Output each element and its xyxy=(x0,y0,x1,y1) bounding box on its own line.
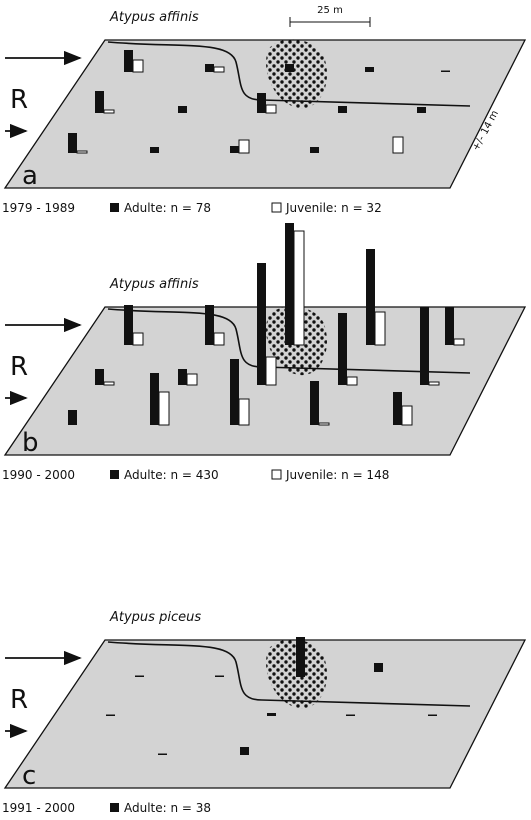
adult-bar xyxy=(106,714,115,716)
adult-bar xyxy=(366,249,375,345)
adult-bar xyxy=(215,675,224,677)
adult-bar xyxy=(95,369,104,385)
panel: Rb Atypus affinis 1990 - 2000 Adulte: n = 4… xyxy=(2,223,527,482)
adult-bar xyxy=(205,305,214,345)
adult-bar xyxy=(150,147,159,153)
burrow-cluster xyxy=(266,39,328,109)
juvenile-bar xyxy=(401,405,413,426)
adult-bar xyxy=(285,223,294,345)
adult-bar xyxy=(420,307,429,385)
side-label: R xyxy=(10,352,28,382)
adult-bar xyxy=(178,369,187,385)
side-label: R xyxy=(10,685,28,715)
panel-letter: c xyxy=(22,761,36,791)
adult-bar xyxy=(150,373,159,425)
adult-bar xyxy=(338,313,347,385)
adult-bar xyxy=(310,147,319,153)
species: Atypus piceus xyxy=(109,610,201,625)
juvenile-bar xyxy=(132,59,144,73)
juvenile-bar xyxy=(76,150,88,154)
panel-letter: a xyxy=(22,161,38,191)
juvenile-legend: Juvenile: n = 32 xyxy=(285,201,382,215)
juvenile-key xyxy=(271,469,282,480)
plot-area xyxy=(3,39,527,189)
scale-bar: 25 m xyxy=(289,5,371,27)
juvenile-bar xyxy=(265,356,277,386)
period: 1991 - 2000 xyxy=(2,801,75,815)
path-line xyxy=(107,41,471,107)
juvenile-bar xyxy=(103,109,115,114)
adult-bar xyxy=(158,753,167,755)
period: 1990 - 2000 xyxy=(2,468,75,482)
adult-bar xyxy=(374,663,383,672)
adult-bar xyxy=(445,307,454,345)
adult-legend: Adulte: n = 430 xyxy=(124,468,219,482)
adult-bar xyxy=(417,107,426,113)
juvenile-bar xyxy=(392,136,404,154)
adult-bar xyxy=(346,714,355,716)
adult-bar xyxy=(178,106,187,113)
adult-bar xyxy=(95,91,104,113)
adult-bar xyxy=(124,305,133,345)
adult-bar xyxy=(310,381,319,425)
juvenile-bar xyxy=(346,376,358,386)
juvenile-bar xyxy=(453,338,465,346)
scale-label: 25 m xyxy=(317,5,343,16)
juvenile-bar xyxy=(318,422,330,426)
juvenile-bar xyxy=(158,391,170,426)
adult-bar xyxy=(240,747,249,755)
adult-bar xyxy=(230,146,239,153)
juvenile-bar xyxy=(186,373,198,386)
species: Atypus affinis xyxy=(109,10,199,25)
panel: Ra Atypus affinis 1979 - 1989 Adulte: n = 7… xyxy=(2,10,527,215)
adult-bar xyxy=(338,106,347,113)
plot-area xyxy=(3,639,527,789)
adult-bar xyxy=(393,392,402,425)
juvenile-legend: Juvenile: n = 148 xyxy=(285,468,389,482)
panel: Rc Atypus piceus 1991 - 2000 Adulte: n = 38 xyxy=(2,610,527,815)
adult-bar xyxy=(428,714,437,716)
juvenile-bar xyxy=(213,332,225,346)
juvenile-bar xyxy=(238,398,250,426)
period: 1979 - 1989 xyxy=(2,201,75,215)
adult-bar xyxy=(68,133,77,153)
panel-letter: b xyxy=(22,428,39,458)
juvenile-bar xyxy=(103,381,115,386)
juvenile-bar xyxy=(265,104,277,114)
adult-bar xyxy=(365,67,374,72)
path-line xyxy=(107,308,471,374)
side-label: R xyxy=(10,85,28,115)
adult-bar xyxy=(68,410,77,425)
adult-bar xyxy=(267,713,276,716)
juvenile-bar xyxy=(293,230,305,346)
path-line xyxy=(107,641,471,707)
adult-key xyxy=(110,470,119,479)
species: Atypus affinis xyxy=(109,277,199,292)
adult-bar xyxy=(205,64,214,72)
adult-bar xyxy=(135,675,144,677)
adult-bar xyxy=(257,263,266,385)
adult-legend: Adulte: n = 78 xyxy=(124,201,211,215)
juvenile-bar xyxy=(238,139,250,154)
adult-bar xyxy=(230,359,239,425)
juvenile-bar xyxy=(428,381,440,386)
juvenile-key xyxy=(271,202,282,213)
adult-bar xyxy=(124,50,133,72)
juvenile-bar xyxy=(213,66,225,73)
juvenile-bar xyxy=(374,311,386,346)
adult-legend: Adulte: n = 38 xyxy=(124,801,211,815)
adult-bar xyxy=(441,70,450,72)
adult-key xyxy=(110,803,119,812)
adult-bar xyxy=(257,93,266,113)
juvenile-bar xyxy=(132,332,144,346)
adult-bar xyxy=(296,637,305,677)
adult-key xyxy=(110,203,119,212)
adult-bar xyxy=(285,64,294,72)
